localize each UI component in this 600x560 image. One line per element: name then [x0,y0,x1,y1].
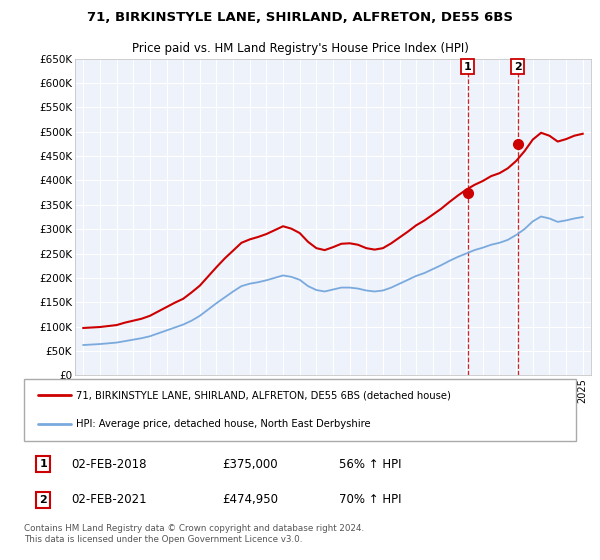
Text: Contains HM Land Registry data © Crown copyright and database right 2024.
This d: Contains HM Land Registry data © Crown c… [24,524,364,544]
Text: 2: 2 [514,62,521,72]
Text: 02-FEB-2018: 02-FEB-2018 [71,458,146,470]
Text: £375,000: £375,000 [223,458,278,470]
FancyBboxPatch shape [24,379,576,441]
Text: 02-FEB-2021: 02-FEB-2021 [71,493,146,506]
Text: 56% ↑ HPI: 56% ↑ HPI [338,458,401,470]
Text: 71, BIRKINSTYLE LANE, SHIRLAND, ALFRETON, DE55 6BS: 71, BIRKINSTYLE LANE, SHIRLAND, ALFRETON… [87,11,513,24]
Text: 1: 1 [464,62,472,72]
Text: Price paid vs. HM Land Registry's House Price Index (HPI): Price paid vs. HM Land Registry's House … [131,42,469,55]
Text: 2: 2 [40,495,47,505]
Text: 1: 1 [40,459,47,469]
Text: £474,950: £474,950 [223,493,279,506]
Text: 70% ↑ HPI: 70% ↑ HPI [338,493,401,506]
Text: 71, BIRKINSTYLE LANE, SHIRLAND, ALFRETON, DE55 6BS (detached house): 71, BIRKINSTYLE LANE, SHIRLAND, ALFRETON… [76,390,451,400]
Text: HPI: Average price, detached house, North East Derbyshire: HPI: Average price, detached house, Nort… [76,419,371,430]
